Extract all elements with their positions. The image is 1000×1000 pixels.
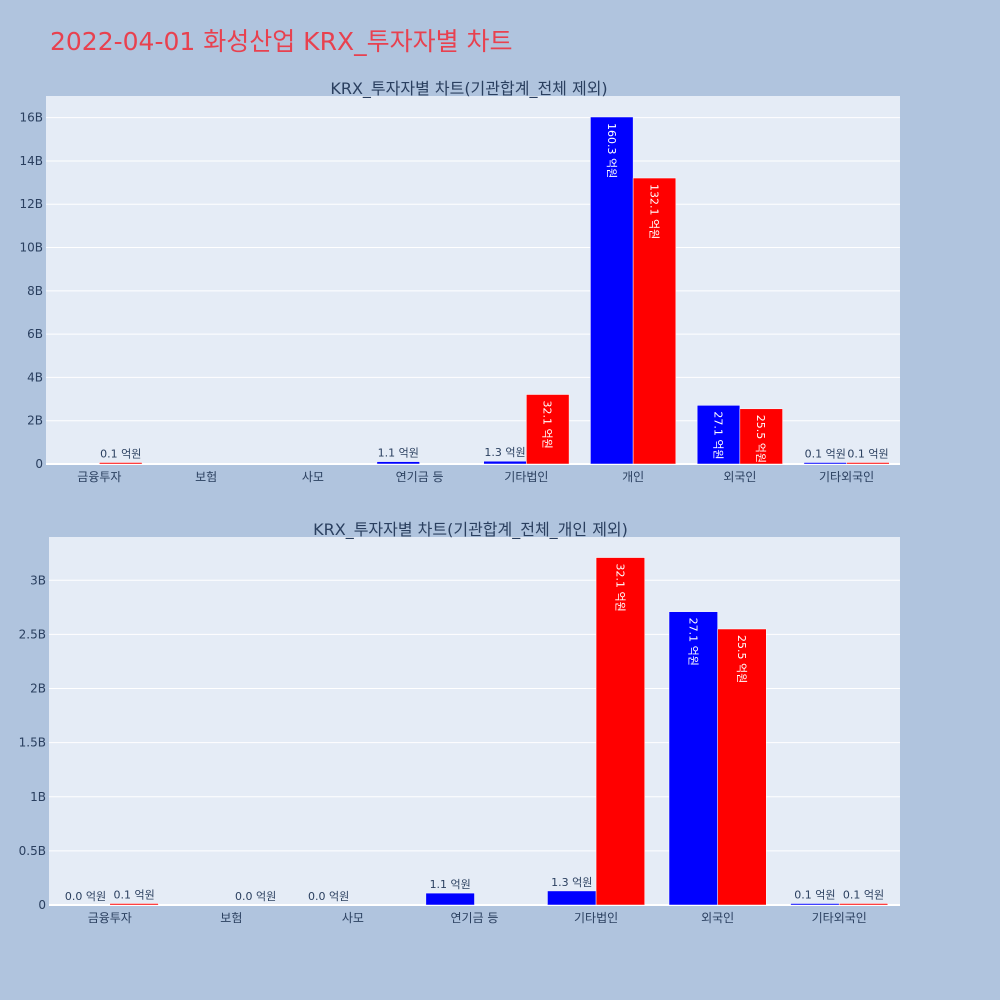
y-tick-label: 2.5B xyxy=(19,627,46,641)
chart-title: KRX_투자자별 차트(기관합계_전체 제외) xyxy=(330,79,607,99)
x-tick-label: 사모 xyxy=(342,911,364,925)
data-label: 0.1 억원 xyxy=(847,448,888,461)
bar xyxy=(838,903,889,906)
data-label: 0.0 억원 xyxy=(65,890,106,903)
page-title: 2022-04-01 화성산업 KRX_투자자별 차트 xyxy=(50,27,513,56)
y-tick-label: 0 xyxy=(35,457,43,471)
y-tick-label: 14B xyxy=(19,154,43,168)
y-tick-label: 12B xyxy=(19,197,43,211)
data-label: 1.3 억원 xyxy=(484,446,525,459)
y-tick-label: 4B xyxy=(27,370,43,384)
bar xyxy=(109,903,159,906)
bar xyxy=(376,461,420,465)
y-tick-label: 10B xyxy=(19,241,43,255)
bar xyxy=(425,892,475,906)
y-tick-label: 2B xyxy=(30,682,46,696)
bar xyxy=(632,177,677,465)
data-label: 0.1 억원 xyxy=(100,448,141,461)
x-tick-label: 연기금 등 xyxy=(396,470,444,484)
data-label: 27.1 억원 xyxy=(712,411,725,459)
y-tick-label: 8B xyxy=(27,284,43,298)
x-tick-label: 금융투자 xyxy=(77,470,121,484)
bar xyxy=(595,557,645,906)
y-tick-label: 0.5B xyxy=(19,844,46,858)
bar xyxy=(717,628,767,906)
data-label: 160.3 억원 xyxy=(605,123,618,178)
data-label: 32.1 억원 xyxy=(613,564,626,612)
plot-area xyxy=(49,537,900,905)
y-tick-label: 6B xyxy=(27,327,43,341)
chart-bottom: KRX_투자자별 차트(기관합계_전체_개인 제외) 0 0.5B 1B 1.5B 2B 2… xyxy=(19,520,900,925)
x-tick-label: 기타법인 xyxy=(504,470,548,484)
x-tick-label: 연기금 등 xyxy=(451,911,499,925)
data-label: 25.5 억원 xyxy=(754,415,767,463)
data-label: 1.1 억원 xyxy=(378,447,419,460)
y-tick-label: 3B xyxy=(30,573,46,587)
data-label: 32.1 억원 xyxy=(541,401,554,449)
chart-top: KRX_투자자별 차트(기관합계_전체 제외) 0 2B 4B 6B 8B 10B 12B 14… xyxy=(19,79,900,484)
bar xyxy=(803,462,847,465)
bar xyxy=(696,405,741,465)
data-label: 0.0 억원 xyxy=(235,890,276,903)
bar xyxy=(526,394,570,465)
y-tick-label: 16B xyxy=(19,111,43,125)
data-label: 0.1 억원 xyxy=(794,889,835,902)
y-tick-label: 1.5B xyxy=(19,736,46,750)
plot-area xyxy=(46,96,900,464)
bar xyxy=(790,903,840,906)
data-label: 1.3 억원 xyxy=(551,876,592,889)
x-tick-label: 사모 xyxy=(302,470,324,484)
x-tick-label: 금융투자 xyxy=(88,911,132,925)
data-label: 27.1 억원 xyxy=(686,618,699,666)
x-tick-label: 외국인 xyxy=(701,911,734,925)
data-label: 25.5 억원 xyxy=(735,635,748,683)
bar xyxy=(99,462,143,465)
data-label: 0.0 억원 xyxy=(308,890,349,903)
data-label: 0.1 억원 xyxy=(113,889,154,902)
bar xyxy=(846,462,890,465)
bar xyxy=(668,611,718,906)
x-tick-label: 기타외국인 xyxy=(819,470,874,484)
y-tick-label: 0 xyxy=(38,898,46,912)
x-tick-label: 보험 xyxy=(195,470,217,484)
bar xyxy=(590,116,634,465)
y-tick-label: 1B xyxy=(30,790,46,804)
x-tick-label: 보험 xyxy=(220,911,242,925)
data-label: 132.1 억원 xyxy=(647,184,660,239)
x-tick-label: 외국인 xyxy=(723,470,756,484)
x-tick-label: 기타외국인 xyxy=(812,911,867,925)
data-label: 0.1 억원 xyxy=(843,889,884,902)
data-label: 1.1 억원 xyxy=(430,878,471,891)
x-tick-label: 기타법인 xyxy=(574,911,618,925)
y-tick-label: 2B xyxy=(27,414,43,428)
data-label: 0.1 억원 xyxy=(805,448,846,461)
chart-title: KRX_투자자별 차트(기관합계_전체_개인 제외) xyxy=(313,520,628,540)
bar xyxy=(547,890,597,906)
bar xyxy=(483,460,527,465)
bar xyxy=(739,408,783,465)
x-tick-label: 개인 xyxy=(622,470,644,484)
